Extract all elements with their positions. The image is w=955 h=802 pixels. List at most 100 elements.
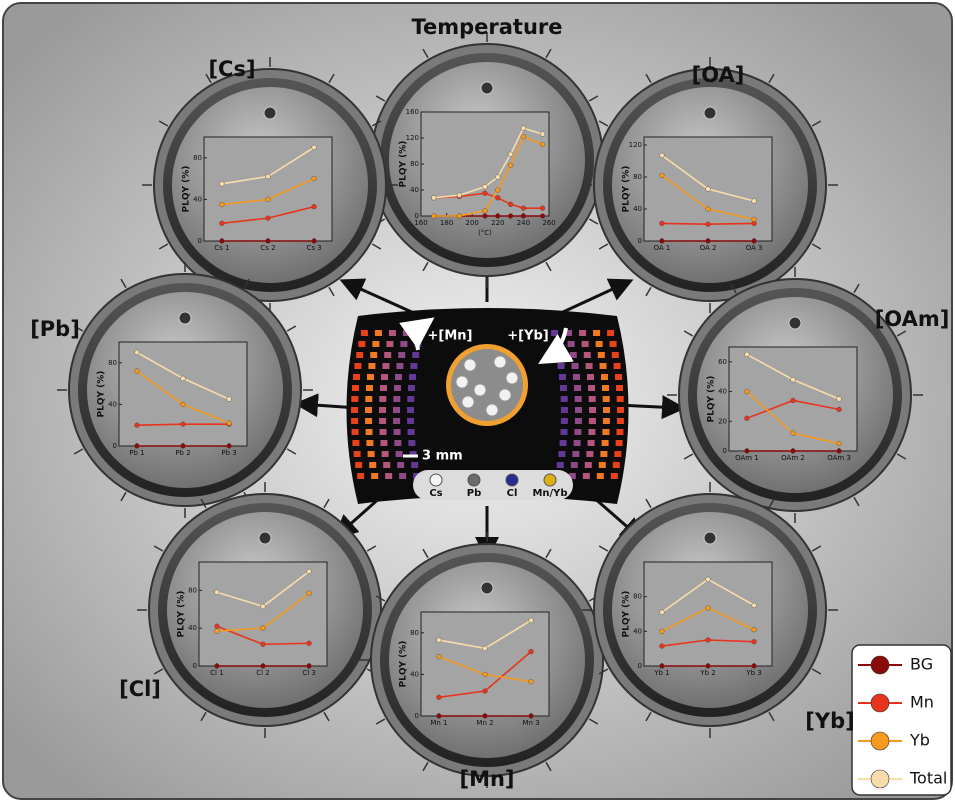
y-tick-label: 120 (629, 141, 642, 149)
series-marker (659, 628, 665, 634)
series-marker (528, 713, 534, 719)
dash (593, 330, 601, 336)
dash (582, 473, 590, 479)
dial-tick (375, 595, 386, 602)
dash (407, 396, 415, 402)
dial-tick (588, 95, 599, 102)
y-tick-label: 80 (633, 593, 642, 601)
dash (409, 374, 417, 380)
x-tick-label: 160 (414, 219, 427, 227)
dial-hole (178, 311, 192, 325)
series-marker (219, 238, 225, 244)
series-marker (436, 694, 442, 700)
dash (371, 473, 379, 479)
x-tick-label: Cl 3 (302, 669, 316, 677)
dash (598, 462, 606, 468)
series-marker (751, 602, 757, 608)
series-marker (659, 152, 665, 159)
dial-tick (768, 498, 775, 509)
dial-tick (811, 120, 822, 127)
x-tick-label: Yb 2 (699, 669, 715, 677)
chart-title: [Cs] (208, 57, 255, 81)
series-marker (431, 195, 437, 201)
series-marker (482, 184, 488, 190)
dial-tick (730, 283, 737, 294)
x-tick-label: 260 (542, 219, 555, 227)
x-tick-label: Yb 1 (653, 669, 669, 677)
x-tick-label: Pb 3 (221, 449, 236, 457)
series-marker (431, 213, 437, 219)
series-marker (790, 397, 796, 404)
series-marker (528, 648, 534, 655)
series-marker (311, 204, 317, 210)
dial-hole (788, 316, 802, 330)
dash (602, 385, 610, 391)
series-marker (659, 609, 665, 615)
dash (360, 330, 368, 336)
dash (379, 385, 387, 391)
x-tick-label: OAm 1 (735, 454, 759, 462)
dial-tick (286, 325, 297, 332)
dash (379, 418, 387, 424)
y-tick-label: 40 (633, 627, 642, 635)
series-marker (482, 645, 488, 652)
dial-hole (480, 581, 494, 595)
series-marker (790, 448, 796, 454)
dash (358, 341, 366, 347)
chart-title: [OA] (692, 63, 745, 87)
series-marker (214, 628, 220, 634)
series-marker (659, 238, 665, 244)
dash (581, 341, 589, 347)
dial-tick (683, 453, 694, 460)
x-tick-label: 220 (491, 219, 504, 227)
atom-swatch (467, 473, 481, 487)
dash (588, 407, 596, 413)
y-tick-label: 0 (723, 447, 727, 455)
dash (588, 396, 596, 402)
dash (399, 473, 407, 479)
y-tick-label: 0 (638, 662, 642, 670)
series-marker (744, 415, 750, 421)
x-tick-label: OAm 2 (781, 454, 805, 462)
dial-tick (545, 48, 552, 59)
atom-deco (473, 383, 487, 397)
series-marker (260, 641, 266, 647)
dash (616, 418, 624, 424)
dial-tick (200, 498, 207, 509)
sample-device (346, 308, 629, 504)
dash (379, 407, 387, 413)
series-marker (539, 131, 546, 137)
y-tick-label: 40 (188, 624, 197, 632)
dash (395, 374, 403, 380)
dash (384, 352, 392, 358)
dial-tick (328, 286, 335, 297)
dash (572, 374, 580, 380)
dash (574, 429, 582, 435)
dial-tick (545, 261, 552, 272)
dash (565, 330, 573, 336)
series-marker (134, 422, 140, 428)
dash (380, 440, 388, 446)
series-marker (260, 625, 266, 631)
dash (602, 396, 610, 402)
dash (559, 440, 567, 446)
series-marker (520, 125, 527, 131)
dial-tick (422, 548, 429, 559)
y-tick-label: 20 (718, 417, 727, 425)
series-marker (306, 640, 312, 646)
dash (383, 462, 391, 468)
series-marker (436, 654, 442, 660)
dial-hole (258, 531, 272, 545)
dash (607, 330, 615, 336)
y-tick-label: 40 (718, 388, 727, 396)
series-marker (306, 590, 312, 596)
dash (355, 462, 363, 468)
y-axis-label: PLQY (%) (622, 166, 632, 213)
dial-tick (811, 545, 822, 552)
series-marker (659, 220, 665, 227)
plot-area (643, 561, 773, 667)
dash (572, 451, 580, 457)
